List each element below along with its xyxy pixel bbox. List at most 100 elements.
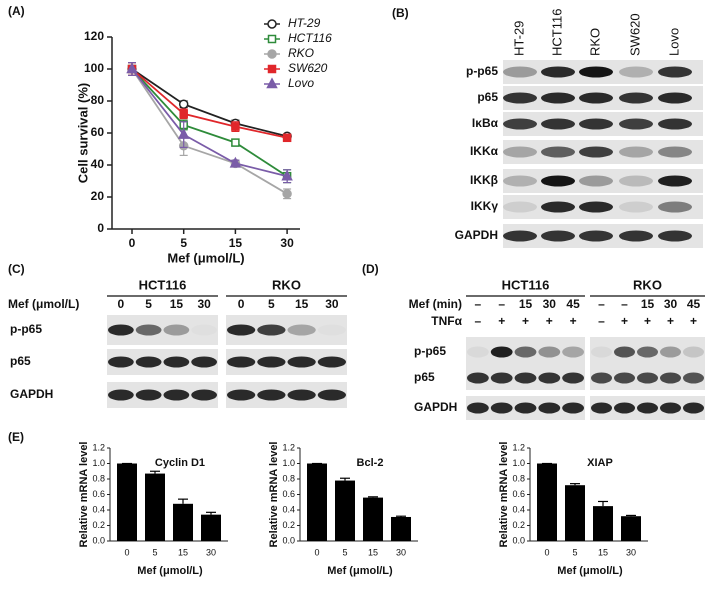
blot-band [538,372,561,384]
chart-title: Bcl-2 [357,457,384,469]
data-point [281,169,293,181]
blot-band [619,230,653,242]
x-axis-label: Mef (μmol/L) [137,565,203,577]
y-tick-label: 0.8 [92,473,105,483]
blot-band [562,346,584,358]
blot-band [163,324,190,336]
x-tick-label: 30 [396,547,406,557]
column-label: Lovo [666,28,681,56]
bar [565,485,585,541]
bar [145,473,165,541]
condition-mark: + [570,314,577,328]
y-axis-label: Relative mRNA level [78,442,90,548]
y-tick-label: 1.2 [512,442,525,452]
y-tick-label: 1.0 [282,458,295,468]
dose-label: 5 [145,297,152,311]
blot-band [579,175,613,187]
x-axis-label: Mef (μmol/L) [167,250,244,265]
row-label: p-p65 [10,322,42,336]
blot-band [541,118,575,130]
data-point [231,138,240,147]
error-bar [206,511,216,515]
dose-label: 5 [268,297,275,311]
y-tick-label: 1.2 [92,442,105,452]
blot-band [579,230,613,242]
blot-band [227,324,256,336]
y-axis-label: Relative mRNA level [268,442,280,548]
x-tick-label: 5 [342,547,347,557]
data-point [178,99,189,109]
legend-label: SW620 [288,61,328,75]
legend-label: HCT116 [288,31,332,45]
blot-band [591,346,612,358]
y-tick-label: 100 [84,61,104,75]
y-tick-label: 0.4 [512,504,525,514]
condition-mark: – [498,297,505,311]
blot-band [579,92,613,104]
blot-band [658,175,692,187]
x-tick-label: 15 [368,547,378,557]
blot-band [538,402,561,414]
dose-label: 15 [295,297,309,311]
panel-label: (C) [8,262,25,276]
condition-label: TNFα [431,314,462,328]
dose-label: 0 [238,297,245,311]
panel-label: (D) [362,262,379,276]
y-tick-label: 1.2 [282,442,295,452]
condition-mark: 15 [519,297,533,311]
blot-band [503,146,537,158]
y-tick-label: 1.0 [512,458,525,468]
blot-band [579,201,613,213]
y-tick-label: 0 [97,221,104,235]
error-bar [598,500,608,507]
x-axis-label: Mef (μmol/L) [557,565,623,577]
x-tick-label: 0 [544,547,549,557]
blot-band [514,372,537,384]
group-label: RKO [633,277,662,292]
condition-mark: 45 [687,297,701,311]
y-tick-label: 0.4 [282,504,295,514]
y-tick-label: 0.2 [92,520,105,530]
blot-band [538,346,561,358]
condition-mark: 45 [566,297,580,311]
y-tick-label: 0.8 [512,473,525,483]
blot-band [135,324,162,336]
y-axis-label: Relative mRNA level [498,442,510,548]
error-bar [340,477,350,481]
legend-label: Lovo [288,76,314,90]
blot-band [317,356,346,368]
data-point [126,62,138,74]
bar [391,516,411,541]
dose-label: 30 [197,297,211,311]
blot-band [637,402,658,414]
blot-band [490,346,513,358]
row-label: p65 [477,90,498,104]
legend-label: RKO [288,46,314,60]
bar [201,514,221,541]
condition-mark: + [621,314,628,328]
legend-marker [267,49,277,59]
legend-marker [267,19,277,29]
condition-mark: 15 [641,297,655,311]
dose-label: 30 [325,297,339,311]
data-point [231,122,240,131]
bar [363,497,383,541]
condition-label: Mef (min) [409,297,462,311]
blot-band [191,325,217,336]
chart-title: Cyclin D1 [155,457,205,469]
column-label: HT-29 [511,21,526,56]
series-line [131,68,288,178]
data-point [282,133,292,143]
blot-band [490,372,513,384]
y-tick-label: 80 [91,93,105,107]
condition-mark: 30 [543,297,557,311]
blot-band [490,402,513,414]
y-tick-label: 40 [91,157,105,171]
x-tick-label: 0 [314,547,319,557]
row-label: p-p65 [466,64,498,78]
blot-band [541,230,575,242]
row-label: IKKβ [470,173,498,187]
blot-band [619,175,653,187]
blot-band [658,92,692,104]
